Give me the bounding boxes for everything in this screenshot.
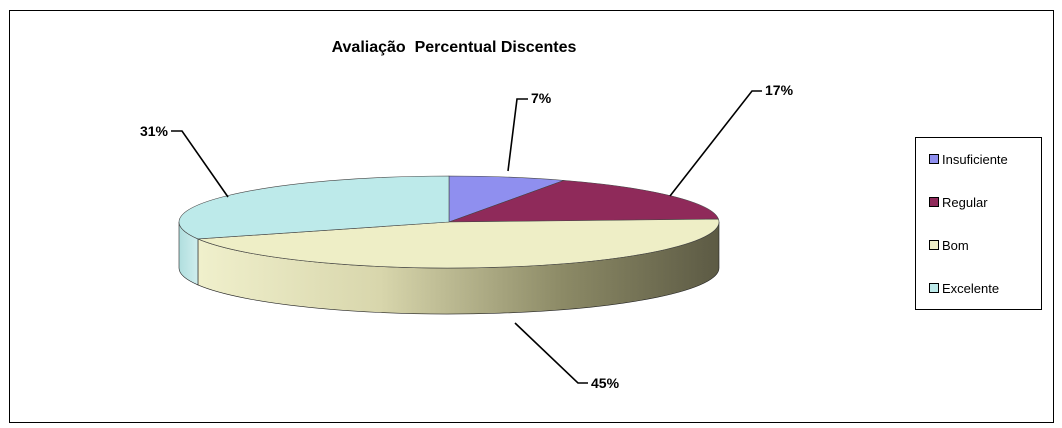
chart-title: Avaliação Percentual Discentes <box>331 39 577 56</box>
legend-item-excelente: Excelente <box>929 280 999 296</box>
data-label-regular: 17% <box>765 82 794 98</box>
data-label-insuficiente: 7% <box>531 90 552 106</box>
legend-label: Regular <box>942 194 988 210</box>
legend-item-regular: Regular <box>929 194 988 210</box>
legend-item-bom: Bom <box>929 237 969 253</box>
slice-bom <box>197 218 720 269</box>
legend-label: Insuficiente <box>942 151 1008 167</box>
legend: Insuficiente Regular Bom Excelente <box>915 137 1042 310</box>
slice-insuficiente <box>448 175 565 223</box>
leader-line-regular <box>669 90 762 197</box>
legend-swatch-excelente <box>929 283 939 293</box>
legend-swatch-regular <box>929 197 939 207</box>
leader-line-insuficiente <box>507 98 528 172</box>
data-label-excelente: 31% <box>140 123 169 139</box>
chart-area: Avaliação Percentual Discentes 7% 17% 45% 3… <box>9 10 1054 423</box>
legend-label: Excelente <box>942 280 1000 296</box>
leader-line-excelente <box>171 130 229 198</box>
leader-line-bom <box>514 322 588 384</box>
slice-excelente <box>178 175 450 240</box>
legend-swatch-insuficiente <box>929 154 939 164</box>
legend-item-insuficiente: Insuficiente <box>929 151 1008 167</box>
slice-regular <box>448 180 719 223</box>
legend-swatch-bom <box>929 240 939 250</box>
pie-chart: 7% 17% 45% 31% <box>140 82 794 391</box>
data-label-bom: 45% <box>591 375 620 391</box>
legend-label: Bom <box>942 237 969 253</box>
